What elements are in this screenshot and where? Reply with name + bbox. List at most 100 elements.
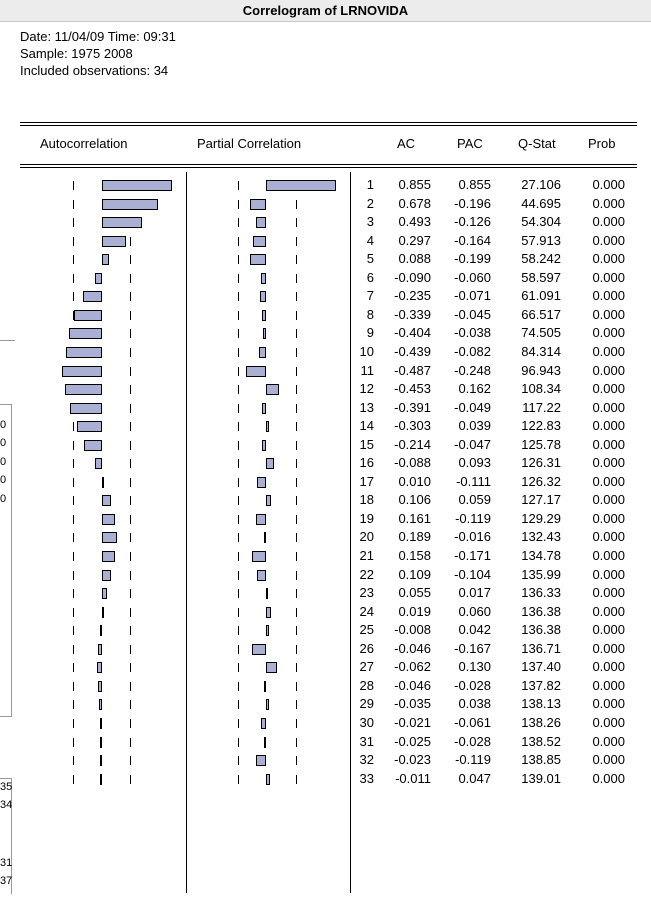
pac-confidence-marker	[238, 756, 239, 766]
ac-value-cell: 0.855	[398, 177, 431, 192]
pac-confidence-marker	[238, 199, 239, 209]
prob-cell: 0.000	[592, 177, 625, 192]
q-stat-cell: 66.517	[521, 306, 561, 322]
pac-confidence-marker	[296, 347, 297, 357]
lag-cell: 12	[359, 381, 374, 397]
header-autocorrelation: Autocorrelation	[40, 136, 128, 151]
ac-value-cell: -0.339	[394, 306, 431, 322]
q-stat-cell: 126.31	[521, 455, 561, 471]
header-partial-correlation: Partial Correlation	[197, 136, 302, 151]
pac-value-cell: 0.017	[458, 585, 491, 601]
pac-value-cell: 0.855	[458, 177, 491, 192]
pac-value-cell: -0.028	[454, 733, 491, 749]
q-stat-cell: 127.17	[521, 492, 561, 508]
pac-value-cell: 0.042	[458, 622, 491, 638]
pac-confidence-marker	[296, 477, 297, 487]
pac-confidence-marker	[296, 403, 297, 413]
pac-confidence-marker	[296, 663, 297, 673]
pac-bar	[249, 254, 266, 266]
pac-value-cell: -0.199	[454, 251, 491, 267]
q-stat-cell: 57.913	[521, 232, 561, 248]
pac-bar	[252, 643, 266, 655]
ac-bar	[100, 773, 102, 785]
pac-bar	[266, 421, 270, 433]
ac-confidence-marker	[130, 255, 131, 265]
q-stat-cell: 132.43	[521, 529, 561, 545]
pac-value-cell: -0.248	[454, 362, 491, 378]
pac-bar	[245, 365, 266, 377]
ac-confidence-marker	[130, 533, 131, 543]
ac-confidence-marker	[130, 718, 131, 728]
ac-bar	[99, 699, 102, 711]
pac-confidence-marker	[296, 533, 297, 543]
pac-confidence-marker	[296, 218, 297, 228]
header-pac: PAC	[457, 136, 483, 151]
pac-value-cell: 0.038	[458, 696, 491, 712]
ac-confidence-marker	[130, 626, 131, 636]
ac-confidence-marker	[130, 774, 131, 784]
q-stat-cell: 108.34	[521, 381, 561, 397]
prob-cell: 0.000	[592, 640, 625, 656]
ac-value-cell: 0.106	[398, 492, 431, 508]
q-stat-cell: 58.597	[521, 269, 561, 285]
q-stat-cell: 84.314	[521, 343, 561, 359]
pac-value-cell: -0.104	[454, 566, 491, 582]
ac-bar	[102, 569, 111, 581]
ac-value-cell: 0.019	[398, 603, 431, 619]
pac-value-cell: -0.047	[454, 436, 491, 452]
prob-cell: 0.000	[592, 566, 625, 582]
pac-value-cell: -0.038	[454, 325, 491, 341]
pac-bar	[266, 662, 277, 674]
ac-confidence-marker	[130, 514, 131, 524]
lag-cell: 1	[366, 177, 374, 192]
lag-cell: 2	[366, 195, 374, 211]
ghost-window-edge	[0, 716, 12, 717]
ac-value-cell: -0.439	[394, 343, 431, 359]
q-stat-cell: 136.38	[521, 603, 561, 619]
pac-bar	[266, 625, 270, 637]
pac-bar	[260, 717, 266, 729]
lag-cell: 19	[359, 510, 374, 526]
pac-confidence-marker	[296, 496, 297, 506]
ac-confidence-marker	[73, 700, 74, 710]
pac-value-cell: 0.047	[458, 770, 491, 786]
ac-value-cell: 0.088	[398, 251, 431, 267]
ac-confidence-marker	[130, 496, 131, 506]
pac-bar	[260, 291, 266, 303]
ac-value-cell: -0.035	[394, 696, 431, 712]
ac-bar	[98, 643, 102, 655]
ghost-window-edge	[11, 778, 12, 894]
pac-bar	[261, 402, 266, 414]
pac-value-cell: -0.164	[454, 232, 491, 248]
pac-bar	[266, 180, 337, 191]
pac-bar	[251, 551, 266, 562]
ac-bar	[102, 254, 110, 266]
pac-confidence-marker	[238, 552, 239, 561]
lag-cell: 30	[359, 714, 374, 730]
pac-confidence-marker	[238, 700, 239, 710]
ac-confidence-marker	[73, 607, 74, 617]
lag-cell: 28	[359, 677, 374, 693]
pac-confidence-marker	[238, 366, 239, 376]
pac-bar	[266, 495, 271, 507]
lag-cell: 6	[366, 269, 374, 285]
lag-cell: 16	[359, 455, 374, 471]
prob-cell: 0.000	[592, 492, 625, 508]
ac-bar	[102, 513, 116, 525]
pac-confidence-marker	[238, 774, 239, 784]
pac-value-cell: -0.126	[454, 214, 491, 230]
pac-bar	[259, 346, 266, 358]
pac-confidence-marker	[296, 273, 297, 283]
pac-bar	[266, 588, 268, 600]
ghost-digit: 31	[0, 857, 13, 869]
ac-value-cell: 0.189	[398, 529, 431, 545]
ac-confidence-marker	[130, 236, 131, 246]
pac-confidence-marker	[296, 774, 297, 784]
ac-confidence-marker	[73, 440, 74, 450]
ac-bar	[100, 755, 102, 767]
ac-confidence-marker	[130, 310, 131, 320]
pac-value-cell: 0.162	[458, 381, 491, 397]
pac-value-cell: -0.060	[454, 269, 491, 285]
q-stat-cell: 138.13	[521, 696, 561, 712]
pac-confidence-marker	[296, 700, 297, 710]
